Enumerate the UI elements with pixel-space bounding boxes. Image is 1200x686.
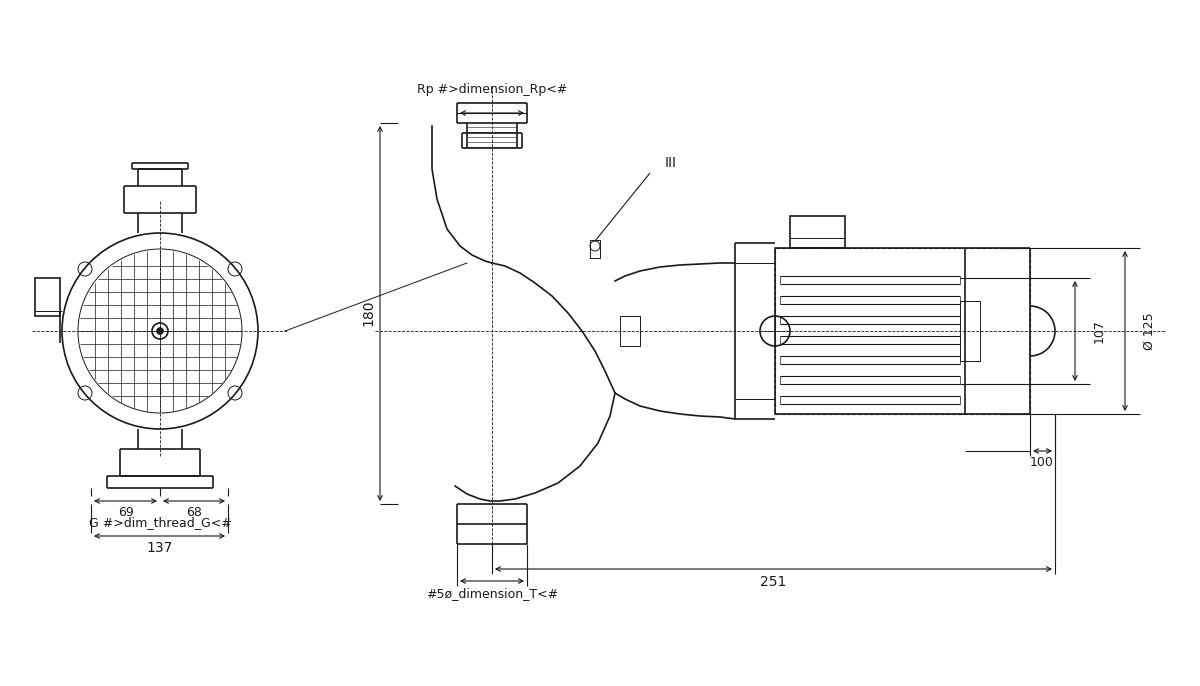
Text: 69: 69 (118, 506, 134, 519)
Text: 68: 68 (186, 506, 202, 519)
Text: G #>dim_thread_G<#: G #>dim_thread_G<# (89, 517, 232, 530)
Text: #5ø_dimension_T<#: #5ø_dimension_T<# (426, 587, 558, 600)
Text: 251: 251 (761, 575, 787, 589)
Text: 107: 107 (1093, 319, 1106, 343)
Bar (35, 278, 60, 316)
Text: 100: 100 (1030, 456, 1054, 469)
Bar (790, 216, 845, 248)
Circle shape (157, 328, 163, 334)
Bar (590, 240, 600, 258)
Text: III: III (665, 156, 677, 170)
Bar (775, 248, 1030, 414)
Bar (775, 248, 965, 414)
Text: 180: 180 (361, 300, 374, 327)
Text: Ø 125: Ø 125 (1142, 312, 1156, 350)
Text: Rp #>dimension_Rp<#: Rp #>dimension_Rp<# (416, 82, 568, 95)
Bar (620, 316, 640, 346)
Bar (960, 301, 980, 361)
Text: 137: 137 (146, 541, 173, 555)
